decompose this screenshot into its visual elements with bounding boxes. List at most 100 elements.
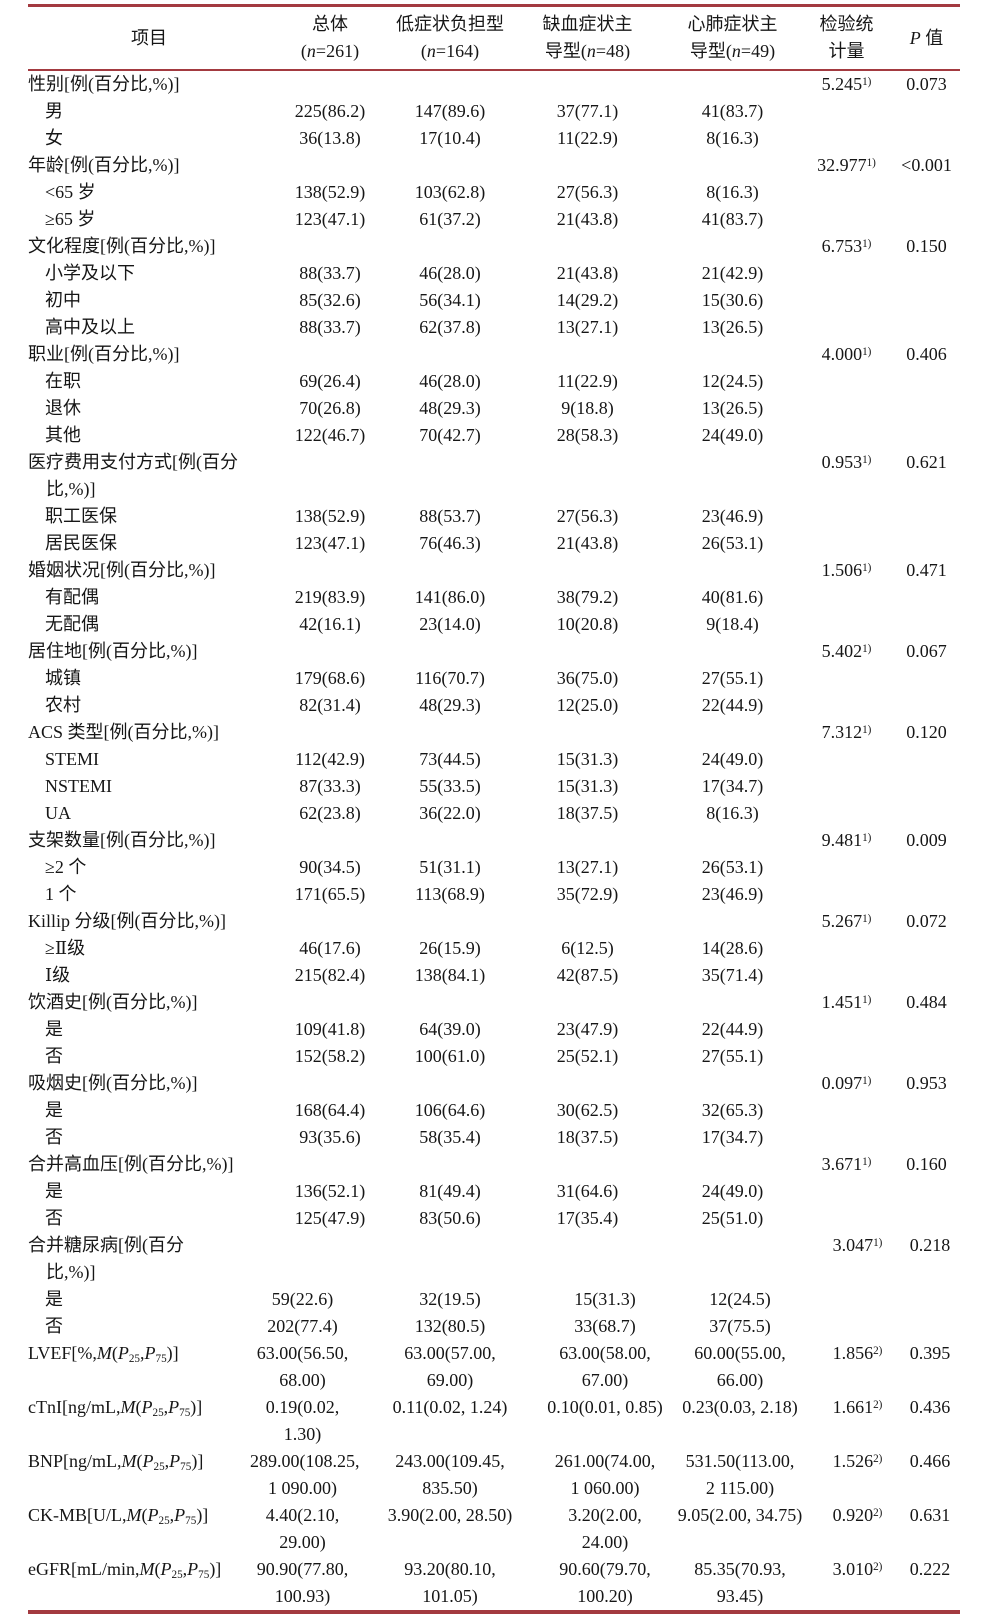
superscript-text: 1) — [862, 75, 872, 88]
header-line: 导型(n=49) — [689, 41, 776, 61]
value-cell — [665, 1070, 800, 1097]
table-row: 居民医保 123(47.1) 76(46.3) 21(43.8) 26(53.1) — [28, 530, 960, 557]
table-row: 初中 85(32.6) 56(34.1) 14(29.2) 15(30.6) — [28, 287, 960, 314]
subscript-text: 25 — [171, 1569, 183, 1582]
value-cell: 55(33.5) — [419, 776, 481, 796]
value-cell: 10(20.8) — [556, 614, 619, 634]
value-cell: 24(49.0) — [701, 1181, 764, 1201]
table-row: 是 59(22.6) 32(19.5) 15(31.3) 12(24.5) — [28, 1286, 960, 1313]
table-row: Killip 分级[例(百分比,%)] 5.2671) 0.072 — [28, 908, 960, 935]
value-cell: 46(28.0) — [419, 371, 481, 391]
statistic-cell — [800, 98, 893, 125]
p-value-cell: 0.120 — [906, 722, 947, 742]
table-row: LVEF[%,M(P25,P75)] 63.00(56.50, 68.00) 63.… — [28, 1340, 960, 1394]
value-cell: 25(51.0) — [701, 1208, 764, 1228]
statistic-cell — [800, 962, 893, 989]
table-row: ≥Ⅱ级 46(17.6) 26(15.9) 6(12.5) 14(28.6) — [28, 935, 960, 962]
value-cell: 13(26.5) — [701, 398, 764, 418]
item-label-cell: 否 — [45, 1046, 63, 1066]
subscript-text: 75 — [180, 1461, 192, 1474]
item-label-cell: 城镇 — [45, 668, 81, 688]
p-value-cell — [893, 854, 960, 881]
table-row: 其他 122(46.7) 70(42.7) 28(58.3) 24(49.0) — [28, 422, 960, 449]
italic-text: P — [187, 1559, 199, 1579]
value-cell — [510, 908, 665, 935]
header-line: 总体 — [312, 14, 348, 34]
value-cell: 23(46.9) — [701, 506, 764, 526]
value-cell — [510, 1151, 665, 1178]
col-header-low-symptom: 低症状负担型 (n=164) — [390, 5, 510, 71]
value-cell: 61(37.2) — [419, 209, 481, 229]
item-label-cell: 居民医保 — [45, 533, 117, 553]
table-row: 退休 70(26.8) 48(29.3) 9(18.8) 13(26.5) — [28, 395, 960, 422]
table-row: 吸烟史[例(百分比,%)] 0.0971) 0.953 — [28, 1070, 960, 1097]
p-value-cell: 0.009 — [906, 830, 947, 850]
subscript-text: 75 — [198, 1569, 210, 1582]
value-cell: 9(18.4) — [706, 614, 759, 634]
statistic-cell: 4.0001) — [821, 344, 872, 364]
value-cell — [510, 989, 665, 1016]
italic-text: M — [121, 1451, 137, 1471]
value-cell: 56(34.1) — [419, 290, 481, 310]
statistic-cell: 0.9531) — [821, 452, 872, 472]
item-label-cell: 1 个 — [45, 884, 77, 904]
subscript-text: 25 — [153, 1461, 165, 1474]
table-row: 性别[例(百分比,%)] 5.2451) 0.073 — [28, 70, 960, 98]
value-cell — [665, 152, 800, 179]
value-cell: 168(64.4) — [294, 1100, 366, 1120]
value-cell: 40(81.6) — [701, 587, 764, 607]
p-value-cell — [893, 179, 960, 206]
value-cell: 100(61.0) — [414, 1046, 486, 1066]
table-row: cTnI[ng/mL,M(P25,P75)] 0.19(0.02, 1.30) 0.… — [28, 1394, 960, 1448]
value-cell — [390, 908, 510, 935]
statistic-cell — [800, 1097, 893, 1124]
value-cell: 147(89.6) — [414, 101, 486, 121]
value-cell: 141(86.0) — [414, 587, 486, 607]
value-cell: 18(37.5) — [556, 1127, 619, 1147]
value-cell: 31(64.6) — [556, 1181, 619, 1201]
value-cell: 17(35.4) — [556, 1208, 619, 1228]
value-cell: 88(33.7) — [299, 317, 361, 337]
statistic-cell — [800, 611, 893, 638]
value-cell: 64(39.0) — [419, 1019, 481, 1039]
value-cell: 33(68.7) — [574, 1316, 636, 1336]
value-cell: 4.40(2.10, 29.00) — [265, 1505, 340, 1552]
col-header-ischemic: 缺血症状主 导型(n=48) — [510, 5, 665, 71]
italic-text: M — [126, 1505, 142, 1525]
p-value-cell: 0.222 — [909, 1559, 951, 1579]
statistic-cell: 1.8562) — [832, 1343, 883, 1363]
value-cell: 41(83.7) — [701, 209, 764, 229]
table-row: 居住地[例(百分比,%)] 5.4021) 0.067 — [28, 638, 960, 665]
value-cell — [665, 70, 800, 98]
value-cell: 90.60(79.70, 100.20) — [559, 1559, 651, 1606]
value-cell — [510, 70, 665, 98]
value-cell: 35(71.4) — [701, 965, 764, 985]
p-value-cell — [893, 935, 960, 962]
baseline-characteristics-table-lower: 合并糖尿病[例(百分 比,%)] 3.0471) 0.218 是 59(22.6) 32(… — [28, 1232, 960, 1614]
p-value-cell — [893, 287, 960, 314]
p-value-cell — [893, 530, 960, 557]
item-label-cell: ≥2 个 — [45, 857, 87, 877]
value-cell: 219(83.9) — [294, 587, 366, 607]
item-label-cell: 职工医保 — [45, 506, 117, 526]
value-cell: 38(79.2) — [556, 587, 619, 607]
value-cell — [510, 557, 665, 584]
p-value-cell: 0.631 — [909, 1505, 951, 1525]
value-cell: 103(62.8) — [414, 182, 486, 202]
value-cell: 125(47.9) — [294, 1208, 366, 1228]
p-value-cell — [893, 746, 960, 773]
italic-text: P — [144, 1343, 156, 1363]
superscript-text: 1) — [866, 156, 876, 169]
item-label-cell: UA — [45, 803, 71, 823]
p-value-cell — [893, 422, 960, 449]
table-row: NSTEMI 87(33.3) 55(33.5) 15(31.3) 17(34.7) — [28, 773, 960, 800]
superscript-text: 1) — [862, 642, 872, 655]
col-header-total: 总体 (n=261) — [270, 5, 390, 71]
p-value-cell: 0.218 — [909, 1235, 951, 1255]
superscript-text: 2) — [873, 1506, 883, 1519]
statistic-cell: 32.9771) — [817, 155, 876, 175]
item-label-cell: Killip 分级[例(百分比,%)] — [28, 911, 226, 931]
p-value-cell: 0.406 — [906, 344, 947, 364]
value-cell: 11(22.9) — [557, 371, 618, 391]
value-cell: 152(58.2) — [294, 1046, 366, 1066]
